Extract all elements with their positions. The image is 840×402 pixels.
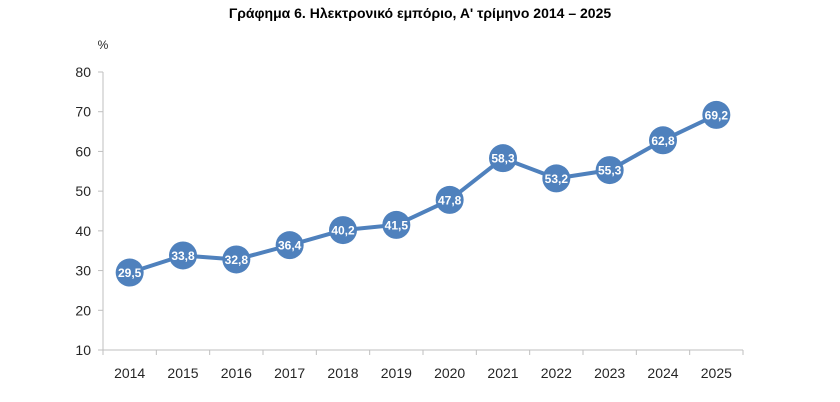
y-axis: 10 20 30 40 50 60 70 80 <box>75 64 104 358</box>
y-tick-label: 80 <box>75 64 91 80</box>
x-tick-label: 2016 <box>221 365 252 381</box>
data-point <box>382 210 411 239</box>
chart-title: Γράφημα 6. Ηλεκτρονικό εμπόριο, Α' τρίμη… <box>228 5 612 21</box>
y-tick-label: 50 <box>75 183 91 199</box>
data-markers-layer: 29,5 33,8 32,8 36,4 40,2 41,5 47,8 58,3 53,2 55,3… <box>115 100 731 287</box>
x-tick-label: 2025 <box>701 365 732 381</box>
data-point <box>542 164 571 193</box>
data-label: 62,8 <box>651 134 675 148</box>
data-label: 53,2 <box>545 172 569 186</box>
data-point <box>275 231 304 260</box>
data-label: 69,2 <box>705 108 729 122</box>
y-tick-label: 70 <box>75 104 91 120</box>
y-tick-label: 10 <box>75 342 91 358</box>
x-tick-label: 2018 <box>327 365 358 381</box>
x-tick-label: 2024 <box>647 365 678 381</box>
data-label: 36,4 <box>278 239 302 253</box>
y-axis-unit-label: % <box>98 38 109 52</box>
x-tick-label: 2014 <box>114 365 145 381</box>
series-line <box>129 113 718 275</box>
y-tick-label: 60 <box>75 143 91 159</box>
y-tick-label: 30 <box>75 263 91 279</box>
data-point <box>489 144 517 173</box>
x-tick-label: 2023 <box>594 365 625 381</box>
data-point <box>702 100 731 129</box>
data-point <box>169 241 197 270</box>
data-label: 40,2 <box>331 224 355 238</box>
data-point <box>649 126 677 155</box>
data-label: 29,5 <box>118 266 142 280</box>
x-tick-label: 2022 <box>541 365 572 381</box>
x-tick-label: 2019 <box>381 365 412 381</box>
x-tick-label: 2021 <box>487 365 518 381</box>
x-tick-label: 2017 <box>274 365 305 381</box>
data-label: 58,3 <box>491 152 515 166</box>
data-point <box>595 156 624 185</box>
data-label: 41,5 <box>385 218 409 232</box>
x-axis: 2014 2015 2016 2017 2018 2019 2020 2021 2022 2023… <box>102 349 744 381</box>
data-label: 32,8 <box>225 253 249 267</box>
series-line-layer <box>129 113 718 275</box>
y-tick-label: 20 <box>75 302 91 318</box>
data-label: 55,3 <box>598 164 622 178</box>
data-label: 47,8 <box>438 193 462 207</box>
data-point <box>115 258 144 287</box>
data-point <box>222 245 251 274</box>
x-tick-label: 2015 <box>167 365 198 381</box>
x-tick-label: 2020 <box>434 365 465 381</box>
data-label: 33,8 <box>171 249 195 263</box>
data-point <box>329 216 357 245</box>
data-point <box>435 185 464 214</box>
y-tick-label: 40 <box>75 223 91 239</box>
